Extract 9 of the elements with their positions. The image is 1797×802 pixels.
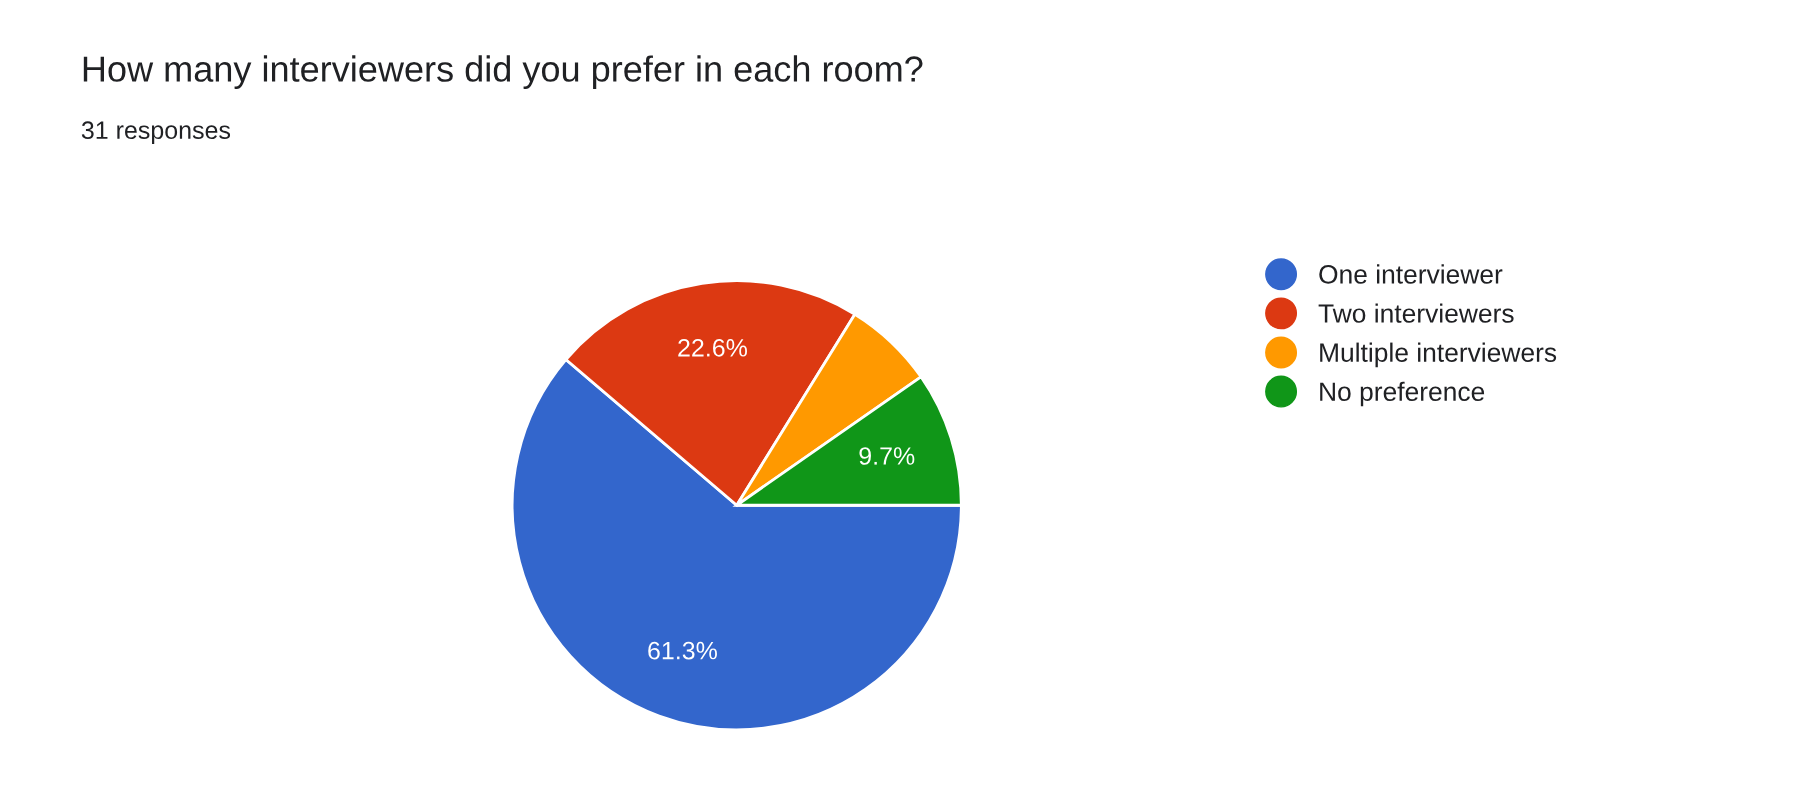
legend-label: No preference [1320,381,1485,407]
legend-label: One interviewer [1319,264,1503,284]
legend-label: Two interviewers [1318,303,1514,323]
data-label: 22.6% [678,338,747,357]
legend-label: Multiple interviewers [1320,342,1557,368]
data-label: 61.3% [648,641,717,660]
text: 31 responses [81,121,231,144]
chart-title: How many interviewers did you prefer in each room? [83,55,923,90]
data-label: 9.7% [859,447,915,465]
